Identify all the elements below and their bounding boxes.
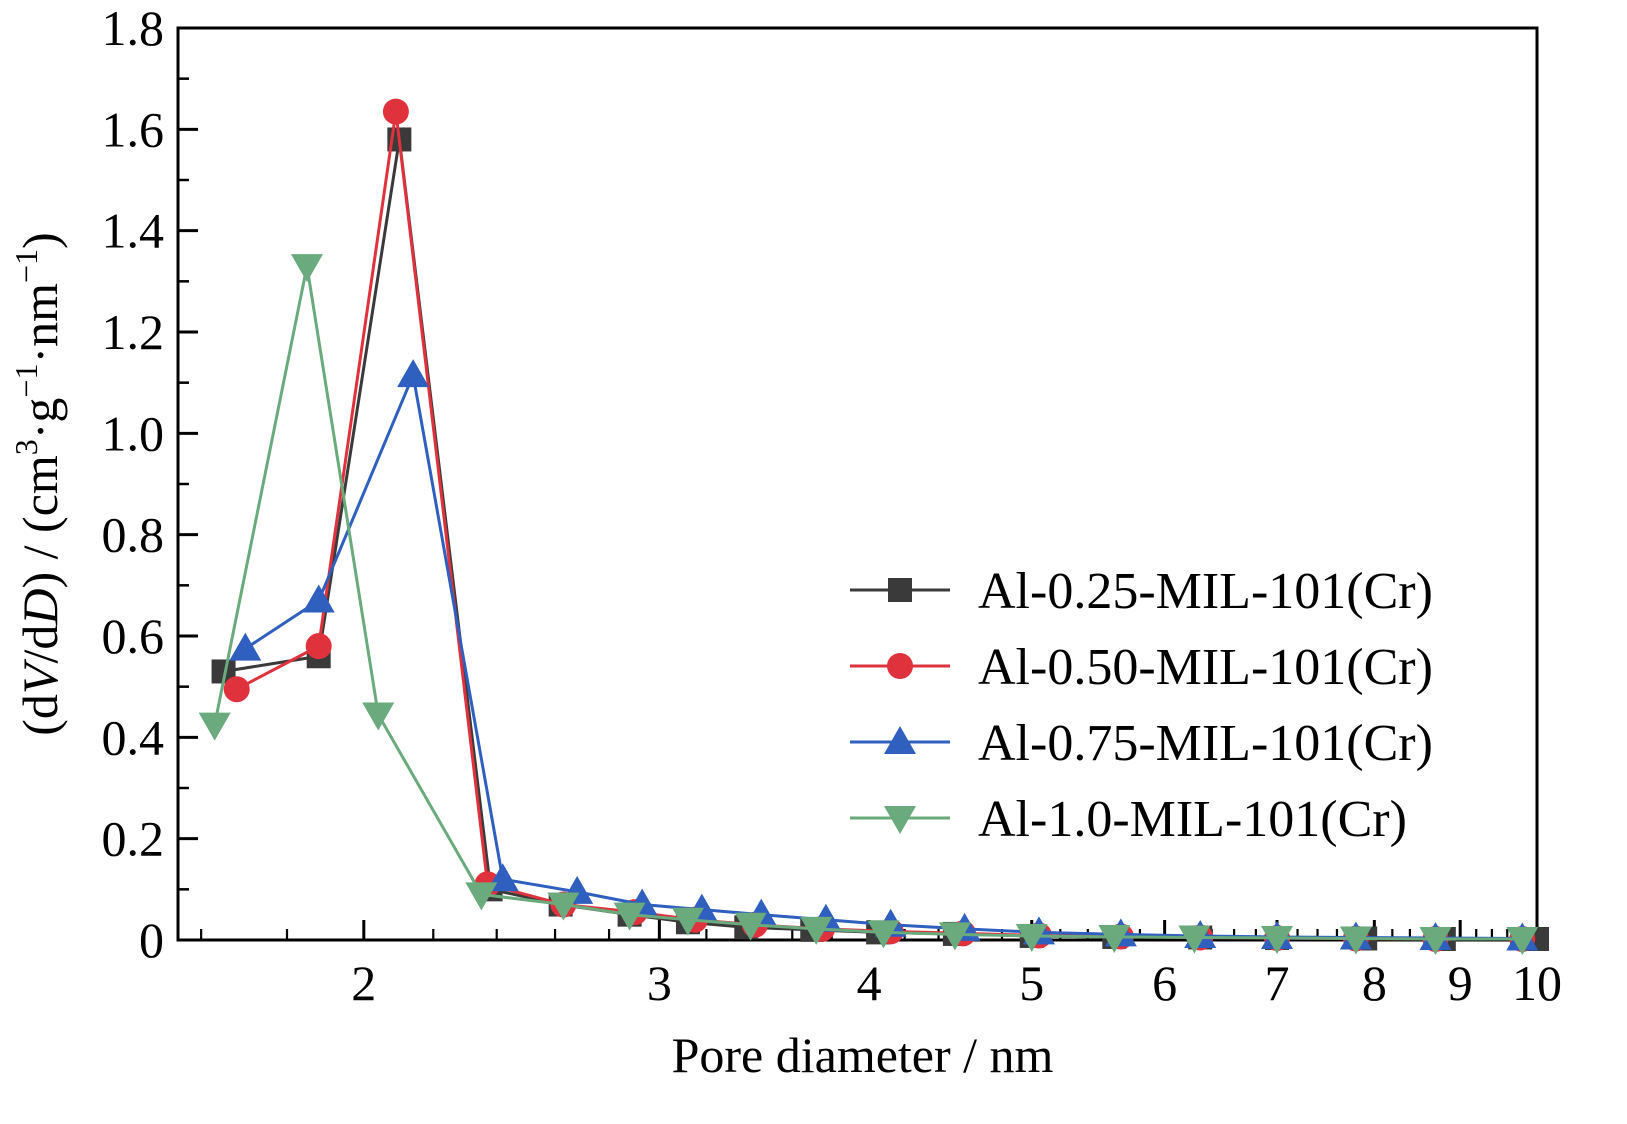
data-point (397, 359, 430, 388)
y-tick-label: 1.2 (102, 304, 165, 360)
y-tick-label: 1.4 (102, 203, 165, 259)
data-point (290, 254, 323, 283)
series-line (213, 265, 1523, 941)
data-point (671, 907, 704, 936)
y-tick-label: 0 (139, 912, 164, 968)
x-tick-label: 5 (1019, 955, 1044, 1011)
data-point (465, 882, 498, 911)
x-tick-label: 10 (1512, 955, 1562, 1011)
x-tick-label: 9 (1448, 955, 1473, 1011)
legend-entry: Al-1.0-MIL-101(Cr) (850, 791, 1407, 848)
legend-label: Al-0.75-MIL-101(Cr) (978, 715, 1433, 772)
legend-marker (884, 726, 916, 754)
x-tick-label: 4 (857, 955, 882, 1011)
data-point (547, 892, 580, 921)
axis-labels: 0 0.2 0.4 0.6 0.8 1.0 1.2 1.4 1.6 1.8 2 3 4 5 6 7 8 9 10 Po… (8, 0, 1562, 1083)
legend-entry: Al-0.25-MIL-101(Cr) (850, 563, 1433, 620)
data-point (938, 922, 971, 951)
data-point (1015, 923, 1048, 952)
data-point (302, 584, 335, 613)
y-tick-label: 0.6 (102, 608, 165, 664)
data-point (613, 902, 646, 931)
x-tick-label: 2 (351, 955, 376, 1011)
data-point (198, 712, 231, 741)
data-point (382, 98, 409, 125)
legend-entry: Al-0.75-MIL-101(Cr) (850, 715, 1433, 772)
y-tick-label: 0.2 (102, 811, 165, 867)
legend-label: Al-0.25-MIL-101(Cr) (978, 563, 1433, 620)
x-tick-label: 8 (1362, 955, 1387, 1011)
data-point (305, 633, 332, 660)
data-point (229, 632, 262, 661)
x-tick-label: 7 (1265, 955, 1290, 1011)
y-axis-title: (dV/dD) / (cm3·g−1·nm−1) (8, 232, 68, 735)
data-point (1506, 926, 1539, 955)
data-point (362, 702, 395, 731)
data-point (1178, 925, 1211, 954)
data-point (867, 920, 900, 949)
y-tick-label: 1.8 (102, 0, 165, 56)
x-tick-label: 6 (1152, 955, 1177, 1011)
data-point (1098, 924, 1131, 953)
data-point (800, 916, 833, 945)
legend-label: Al-0.50-MIL-101(Cr) (978, 639, 1433, 696)
data-point (1261, 925, 1294, 954)
legend-entry: Al-0.50-MIL-101(Cr) (850, 639, 1433, 696)
y-tick-label: 1.0 (102, 405, 165, 461)
series-layer (198, 98, 1549, 955)
y-tick-label: 1.6 (102, 101, 165, 157)
series-4 (198, 254, 1539, 955)
legend: Al-0.25-MIL-101(Cr) Al-0.50-MIL-101(Cr) Al… (850, 563, 1433, 848)
data-point (223, 676, 250, 703)
x-tick-label: 3 (647, 955, 672, 1011)
data-point (734, 912, 767, 941)
x-axis-title: Pore diameter / nm (672, 1027, 1054, 1083)
legend-marker (887, 653, 913, 679)
legend-marker (884, 806, 916, 834)
legend-label: Al-1.0-MIL-101(Cr) (978, 791, 1407, 848)
data-point (1339, 926, 1372, 955)
y-tick-label: 0.4 (102, 709, 165, 765)
y-tick-label: 0.8 (102, 507, 165, 563)
data-point (1419, 926, 1452, 955)
legend-marker (888, 578, 912, 602)
